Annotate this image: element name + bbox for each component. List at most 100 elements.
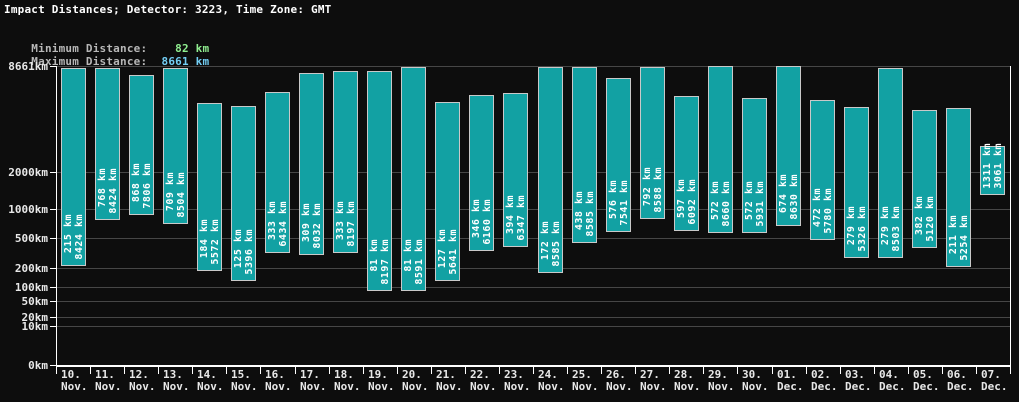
bar-label: 125 km 5396 km: [232, 229, 255, 275]
y-axis-tick: [50, 66, 56, 67]
grid-line: [56, 287, 1010, 288]
bar-label: 215 km 8424 km: [62, 214, 85, 260]
x-axis-tick-label: 25. Nov.: [572, 368, 599, 393]
x-axis-tick-label: 04. Dec.: [879, 368, 906, 393]
x-axis-tick: [942, 367, 943, 374]
x-axis-tick-label: 15. Nov.: [231, 368, 258, 393]
x-axis-tick: [260, 367, 261, 374]
bar-label: 394 km 6347 km: [504, 195, 527, 241]
x-axis-tick: [56, 367, 57, 374]
x-axis-tick-label: 26. Nov.: [606, 368, 633, 393]
max-distance-label: Maximum Distance:: [31, 55, 148, 68]
y-axis-tick-label: 1000km: [8, 203, 48, 216]
y-axis-tick-label: 20km: [21, 311, 49, 324]
grid-line: [56, 238, 1010, 239]
bar: 394 km 6347 km: [503, 93, 528, 247]
x-axis-tick: [329, 367, 330, 374]
bar: 438 km 8585 km: [572, 67, 597, 243]
x-axis-tick-label: 21. Nov.: [436, 368, 463, 393]
y-axis-tick-label: 200km: [14, 262, 48, 275]
bar: 309 km 8032 km: [299, 73, 324, 255]
y-axis-tick-label: 2000km: [8, 166, 48, 179]
x-axis-tick-label: 22. Nov.: [470, 368, 497, 393]
x-axis-tick: [533, 367, 534, 374]
bar-label: 576 km 7541 km: [607, 180, 630, 226]
bar: 81 km 8591 km: [401, 67, 426, 291]
y-axis-tick-label: 50km: [21, 295, 49, 308]
x-axis-tick: [635, 367, 636, 374]
x-axis-tick-label: 18. Nov.: [334, 368, 361, 393]
max-distance-row: Maximum Distance: 8661 km: [4, 42, 209, 81]
x-axis-tick-label: 16. Nov.: [265, 368, 292, 393]
bar: 572 km 8660 km: [708, 66, 733, 233]
x-axis-tick-label: 24. Nov.: [538, 368, 565, 393]
x-axis-tick-label: 30. Nov.: [742, 368, 769, 393]
x-axis-tick: [158, 367, 159, 374]
bar: 333 km 6434 km: [265, 92, 290, 253]
x-axis-tick-label: 06. Dec.: [947, 368, 974, 393]
bar: 346 km 6160 km: [469, 95, 494, 251]
x-axis-tick-label: 03. Dec.: [845, 368, 872, 393]
x-axis-tick-label: 13. Nov.: [163, 368, 190, 393]
bar-label: 792 km 8588 km: [641, 167, 664, 213]
y-axis-tick: [50, 301, 56, 302]
right-border-line: [1010, 66, 1011, 366]
x-axis-tick-label: 17. Nov.: [300, 368, 327, 393]
bar: 279 km 8503 km: [878, 68, 903, 258]
x-axis-tick-label: 19. Nov.: [368, 368, 395, 393]
bar: 211 km 5254 km: [946, 108, 971, 267]
x-axis-tick: [431, 367, 432, 374]
x-axis-tick: [295, 367, 296, 374]
x-axis-tick-label: 11. Nov.: [95, 368, 122, 393]
x-axis-tick: [192, 367, 193, 374]
chart-title: Impact Distances; Detector: 3223, Time Z…: [4, 3, 332, 16]
grid-line: [56, 268, 1010, 269]
bar-label: 382 km 5120 km: [913, 196, 936, 242]
x-axis-tick: [669, 367, 670, 374]
grid-line: [56, 66, 1010, 67]
bar: 768 km 8424 km: [95, 68, 120, 220]
x-axis-tick: [567, 367, 568, 374]
bar: 81 km 8197 km: [367, 71, 392, 291]
bar-label: 597 km 6092 km: [675, 179, 698, 225]
bar: 709 km 8504 km: [163, 68, 188, 224]
x-axis-tick: [806, 367, 807, 374]
bar: 184 km 5572 km: [197, 103, 222, 271]
bar: 1311 km 3061 km: [980, 143, 1005, 195]
x-axis-tick-label: 02. Dec.: [811, 368, 838, 393]
x-axis-tick-label: 23. Nov.: [504, 368, 531, 393]
bar-label: 333 km 8197 km: [334, 201, 357, 247]
bar-label: 279 km 5326 km: [845, 206, 868, 252]
x-axis-tick-label: 07. Dec.: [981, 368, 1008, 393]
x-axis-tick: [90, 367, 91, 374]
x-axis-tick: [1010, 367, 1011, 374]
bar-label: 1311 km 3061 km: [981, 143, 1004, 189]
bar-label: 309 km 8032 km: [300, 203, 323, 249]
bar-label: 172 km 8585 km: [539, 221, 562, 267]
bar-label: 572 km 8660 km: [709, 181, 732, 227]
x-axis-tick: [874, 367, 875, 374]
bar-label: 472 km 5780 km: [811, 188, 834, 234]
bar-label: 868 km 7806 km: [130, 163, 153, 209]
x-axis-tick: [124, 367, 125, 374]
min-distance-row: Minimum Distance: 82 km: [4, 29, 209, 68]
x-axis-tick-label: 05. Dec.: [913, 368, 940, 393]
bar: 472 km 5780 km: [810, 100, 835, 240]
x-axis-tick: [840, 367, 841, 374]
grid-line: [56, 317, 1010, 318]
y-axis-tick: [50, 268, 56, 269]
bar: 868 km 7806 km: [129, 75, 154, 215]
x-axis-tick-label: 29. Nov.: [708, 368, 735, 393]
x-axis-tick-label: 14. Nov.: [197, 368, 224, 393]
y-axis-tick: [50, 238, 56, 239]
grid-line: [56, 326, 1010, 327]
x-axis-tick: [499, 367, 500, 374]
y-axis-tick-label: 10km: [21, 320, 49, 333]
x-axis-tick-label: 27. Nov.: [640, 368, 667, 393]
y-axis-tick: [50, 317, 56, 318]
bar-label: 184 km 5572 km: [198, 219, 221, 265]
grid-line: [56, 301, 1010, 302]
grid-line: [56, 172, 1010, 173]
